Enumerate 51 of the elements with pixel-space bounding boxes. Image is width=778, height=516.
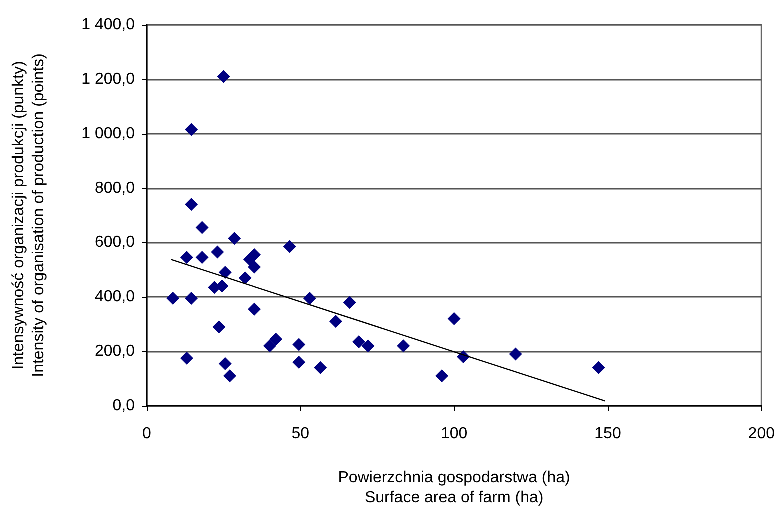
point	[218, 357, 232, 370]
point	[218, 266, 232, 280]
point	[303, 292, 316, 306]
point	[238, 272, 252, 285]
x-tick-label: 150	[594, 426, 622, 442]
point	[228, 232, 242, 246]
y-axis-title: Intensywność organizacji produkcji (punkty) Intensity of organisation of production (points)	[10, 54, 48, 378]
point	[211, 246, 224, 259]
point	[292, 356, 306, 369]
point	[397, 340, 410, 353]
x-tick-label: 0	[142, 426, 152, 442]
point	[185, 292, 198, 306]
point	[216, 280, 229, 293]
x-tick-label: 50	[292, 426, 310, 442]
point	[248, 260, 262, 274]
x-axis-title: Powierzchnia gospodarstwa (ha) Surface area of farm (ha)	[338, 470, 570, 506]
point	[314, 361, 328, 374]
point	[196, 221, 209, 234]
point	[509, 348, 522, 361]
point	[283, 240, 296, 254]
x-tick-label: 200	[748, 426, 776, 442]
point	[166, 292, 180, 306]
point	[223, 370, 236, 383]
point	[448, 312, 461, 326]
y-tick-label: 1 400,0	[82, 16, 136, 34]
y-tick-label: 600,0	[94, 234, 136, 252]
point	[196, 251, 209, 264]
point	[436, 370, 449, 383]
y-tick-label: 1 200,0	[82, 70, 136, 88]
x-tick-label: 100	[440, 426, 468, 442]
point	[592, 361, 606, 374]
point	[217, 70, 230, 84]
point	[263, 340, 276, 353]
point	[248, 302, 262, 316]
point	[180, 352, 194, 365]
point	[330, 315, 343, 328]
point	[248, 248, 262, 262]
point	[212, 320, 226, 334]
point	[270, 332, 283, 346]
y-tick-label: 800,0	[94, 180, 136, 197]
point	[292, 338, 306, 352]
point	[343, 296, 356, 310]
y-tick-label: 1 000,0	[82, 125, 136, 142]
point	[185, 123, 198, 136]
y-tick-label: 400,0	[94, 288, 136, 306]
y-tick-label: 200,0	[94, 343, 136, 360]
point	[362, 340, 375, 353]
point	[185, 198, 198, 212]
y-tick-label: 0,0	[112, 398, 136, 414]
point	[352, 336, 366, 349]
point	[180, 251, 194, 264]
